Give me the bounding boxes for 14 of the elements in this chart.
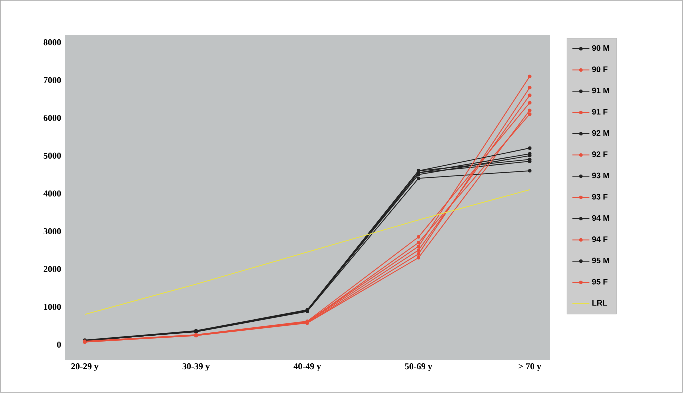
y-tick-label: 6000 xyxy=(44,115,62,122)
x-tick-label: 40-49 y xyxy=(294,364,322,372)
y-tick-label: 8000 xyxy=(44,40,62,46)
x-tick-label: 30-39 y xyxy=(182,364,210,372)
y-tick-label: 3000 xyxy=(44,228,62,235)
y-tick-label: 1000 xyxy=(44,304,62,310)
y-tick-label: 2000 xyxy=(44,266,62,272)
y-tick-label: 0 xyxy=(57,342,62,348)
x-tick-label: 50-69 y xyxy=(405,364,432,372)
y-tick-label: 4000 xyxy=(44,190,62,197)
y-tick-label: 5000 xyxy=(44,152,62,159)
x-tick-label: 20-29 y xyxy=(72,364,99,372)
y-tick-label: 7000 xyxy=(44,77,62,84)
x-tick-label: > 70 y xyxy=(518,364,542,372)
